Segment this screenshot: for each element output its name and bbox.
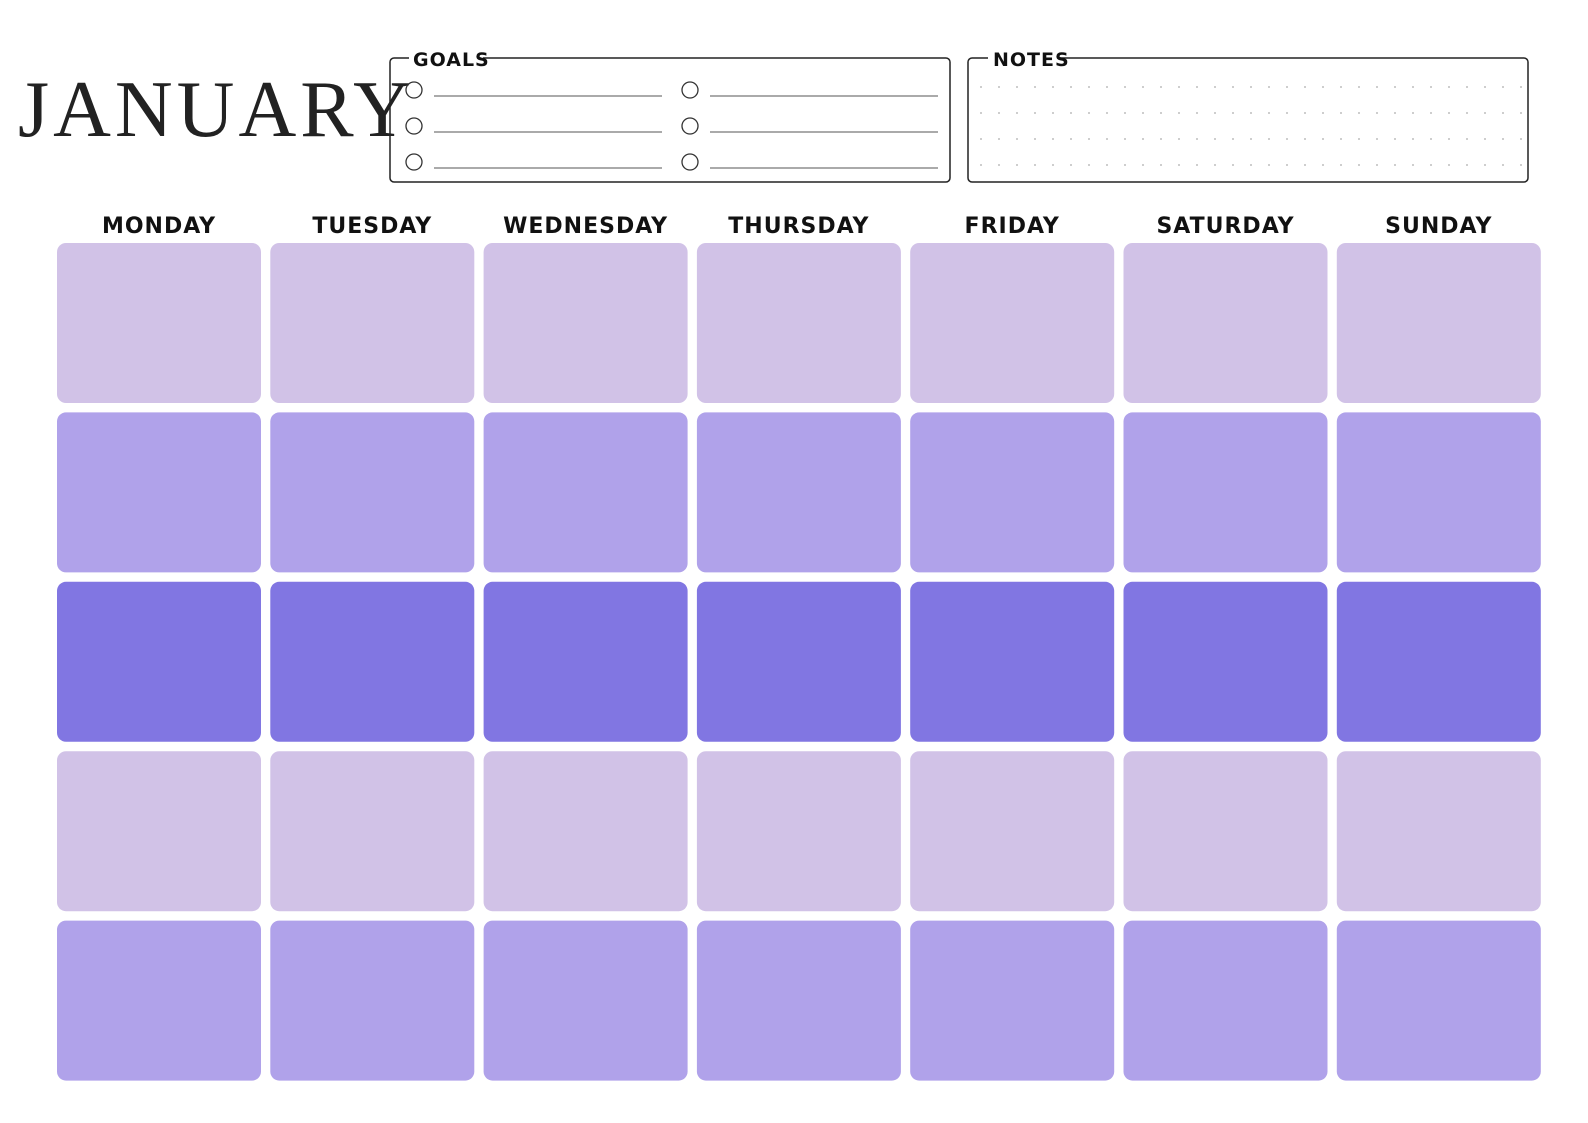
goals-label-bg bbox=[409, 48, 483, 68]
day-cell bbox=[57, 920, 261, 1081]
day-cell bbox=[1336, 581, 1541, 742]
goal-items bbox=[405, 81, 938, 171]
day-cell bbox=[483, 920, 688, 1081]
day-cell bbox=[696, 412, 901, 573]
day-cell bbox=[1336, 412, 1541, 573]
calendar-grid: MONDAY TUESDAY WEDNESDAY THURSDAY FRIDAY SATU… bbox=[57, 214, 1541, 1081]
day-header: MONDAY bbox=[102, 214, 216, 239]
day-header: WEDNESDAY bbox=[503, 214, 668, 239]
day-cell bbox=[483, 412, 688, 573]
day-cell bbox=[483, 243, 688, 403]
notes-label-bg bbox=[988, 48, 1060, 68]
month-title: JANUARY bbox=[18, 66, 415, 154]
day-cell bbox=[57, 412, 261, 573]
goal-checkbox bbox=[681, 153, 699, 171]
day-cell bbox=[270, 920, 475, 1081]
day-cell bbox=[696, 581, 901, 742]
goal-checkbox bbox=[681, 117, 699, 135]
day-cell bbox=[1123, 243, 1328, 403]
day-cell bbox=[1123, 751, 1328, 912]
day-cell bbox=[1336, 751, 1541, 912]
day-cell bbox=[910, 920, 1115, 1081]
day-cell bbox=[910, 751, 1115, 912]
day-cell bbox=[1123, 920, 1328, 1081]
day-cell bbox=[910, 581, 1115, 742]
day-cell bbox=[270, 243, 475, 403]
notes-box bbox=[967, 57, 1529, 183]
day-header: TUESDAY bbox=[312, 214, 432, 239]
day-cell bbox=[483, 751, 688, 912]
day-header: SUNDAY bbox=[1385, 214, 1492, 239]
notes-label: NOTES bbox=[993, 49, 1070, 71]
goals-label: GOALS bbox=[413, 49, 490, 71]
day-cell bbox=[57, 751, 261, 912]
day-header: FRIDAY bbox=[965, 214, 1060, 239]
day-cell bbox=[696, 243, 901, 403]
day-cell bbox=[1123, 581, 1328, 742]
day-cell bbox=[270, 581, 475, 742]
day-cell bbox=[696, 920, 901, 1081]
day-cell bbox=[483, 581, 688, 742]
day-cell bbox=[57, 243, 261, 403]
goal-checkbox bbox=[405, 81, 423, 99]
goals-box bbox=[389, 57, 951, 183]
day-header: THURSDAY bbox=[728, 214, 869, 239]
day-cell bbox=[910, 412, 1115, 573]
day-cell bbox=[270, 751, 475, 912]
day-cell bbox=[910, 243, 1115, 403]
day-cell bbox=[270, 412, 475, 573]
day-cell bbox=[1336, 920, 1541, 1081]
notes-dots bbox=[974, 70, 1522, 176]
day-cell bbox=[696, 751, 901, 912]
day-cell bbox=[1336, 243, 1541, 403]
goal-checkbox bbox=[681, 81, 699, 99]
day-header: SATURDAY bbox=[1156, 214, 1294, 239]
day-cell bbox=[57, 581, 261, 742]
day-cell bbox=[1123, 412, 1328, 573]
goal-checkbox bbox=[405, 117, 423, 135]
goal-checkbox bbox=[405, 153, 423, 171]
